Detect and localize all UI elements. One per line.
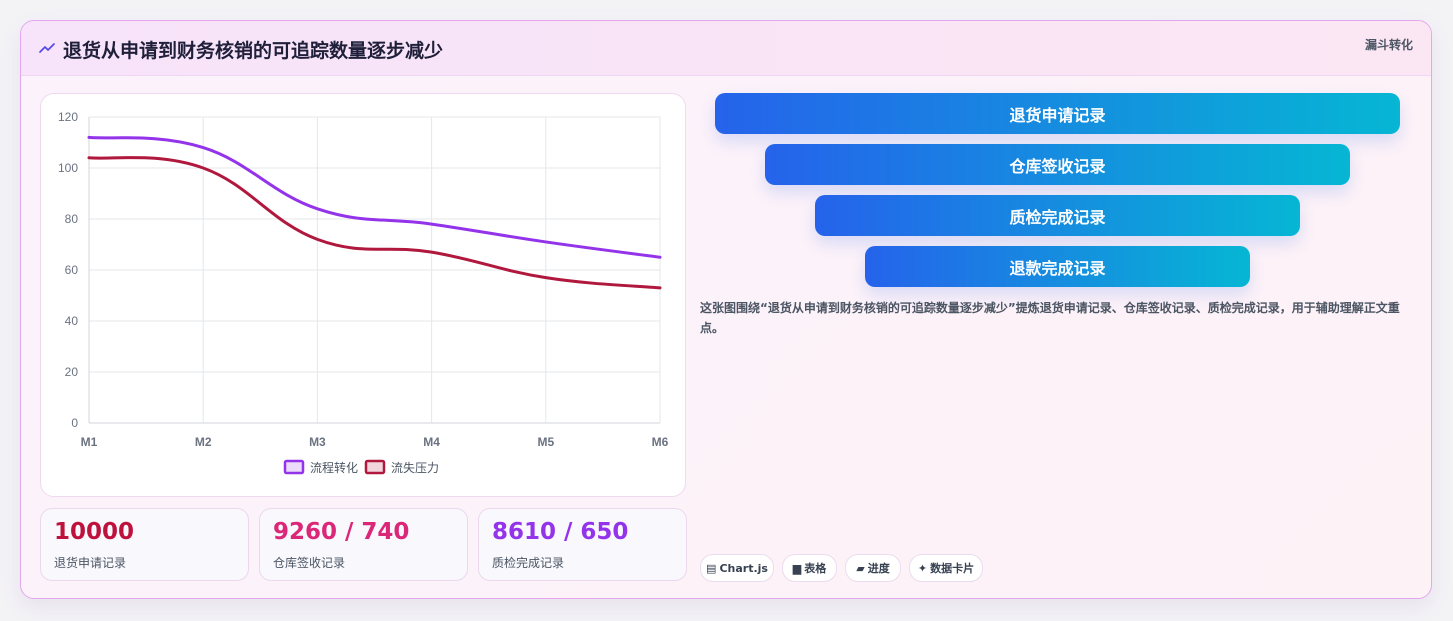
funnel-stage-inspection: 质检完成记录 (815, 195, 1300, 236)
page-title: 退货从申请到财务核销的可追踪数量逐步减少 (63, 40, 444, 62)
funnel-stage-application: 退货申请记录 (715, 93, 1400, 134)
x-tick-label: M1 (81, 435, 98, 449)
x-tick-label: M6 (652, 435, 669, 449)
funnel-stage-refund: 退款完成记录 (865, 246, 1250, 287)
sparkle-icon: ✦ (917, 561, 928, 575)
stat-card-warehouse: 9260 / 740 仓库签收记录 (259, 508, 468, 581)
chart-description: 这张图围绕“退货从申请到财务核销的可追踪数量逐步减少”提炼退货申请记录、仓库签收… (700, 301, 1400, 335)
card-header: 退货从申请到财务核销的可追踪数量逐步减少 漏斗转化 (21, 21, 1431, 76)
legend-swatch (364, 459, 386, 475)
tag-data-cards[interactable]: ✦ 数据卡片 (909, 554, 983, 582)
legend-swatch (283, 459, 305, 475)
y-tick-label: 0 (71, 416, 78, 430)
stat-value: 9260 / 740 (273, 519, 410, 545)
y-tick-label: 100 (58, 161, 78, 175)
stat-card-inspection: 8610 / 650 质检完成记录 (478, 508, 687, 581)
series-line-churn (87, 156, 662, 290)
tag-table[interactable]: ▆ 表格 (782, 554, 837, 582)
line-chart-panel: 0 20 40 60 80 100 120 M1 M2 M3 M4 M5 M6 流程转化 流失压力 (40, 93, 686, 497)
y-tick-label: 80 (65, 212, 79, 226)
tag-label: Chart.js (719, 561, 768, 575)
legend-label: 流失压力 (391, 460, 439, 475)
funnel-stage-warehouse: 仓库签收记录 (765, 144, 1350, 185)
line-chart: 0 20 40 60 80 100 120 M1 M2 M3 M4 M5 M6 流程转化 流失压力 (58, 110, 669, 475)
x-tick-label: M3 (309, 435, 326, 449)
x-tick-label: M4 (423, 435, 440, 449)
tag-chartjs[interactable]: ▤ Chart.js (700, 554, 774, 582)
tag-label: 进度 (867, 562, 890, 575)
stat-label: 仓库签收记录 (273, 556, 346, 570)
table-icon: ▆ (792, 561, 802, 575)
x-tick-label: M5 (537, 435, 554, 449)
legend-label: 流程转化 (310, 460, 358, 475)
y-tick-label: 120 (58, 110, 78, 124)
progress-icon: ▰ (856, 561, 865, 575)
chart-type-badge: 漏斗转化 (1364, 38, 1413, 52)
stat-value: 8610 / 650 (492, 519, 629, 545)
trend-icon (39, 43, 55, 53)
y-tick-label: 60 (65, 263, 79, 277)
y-tick-label: 40 (65, 314, 79, 328)
stat-value: 10000 (54, 519, 135, 545)
chart-icon: ▤ (706, 561, 717, 575)
stat-label: 质检完成记录 (492, 556, 565, 570)
stat-label: 退货申请记录 (54, 556, 127, 570)
y-tick-label: 20 (65, 365, 79, 379)
tag-label: 数据卡片 (930, 562, 975, 575)
card: 退货从申请到财务核销的可追踪数量逐步减少 漏斗转化 0 20 40 60 80 100 12… (20, 20, 1432, 599)
tag-progress[interactable]: ▰ 进度 (845, 554, 901, 582)
tag-label: 表格 (804, 562, 827, 575)
x-tick-label: M2 (195, 435, 212, 449)
stat-card-applications: 10000 退货申请记录 (40, 508, 249, 581)
series-line-conversion (87, 135, 662, 259)
